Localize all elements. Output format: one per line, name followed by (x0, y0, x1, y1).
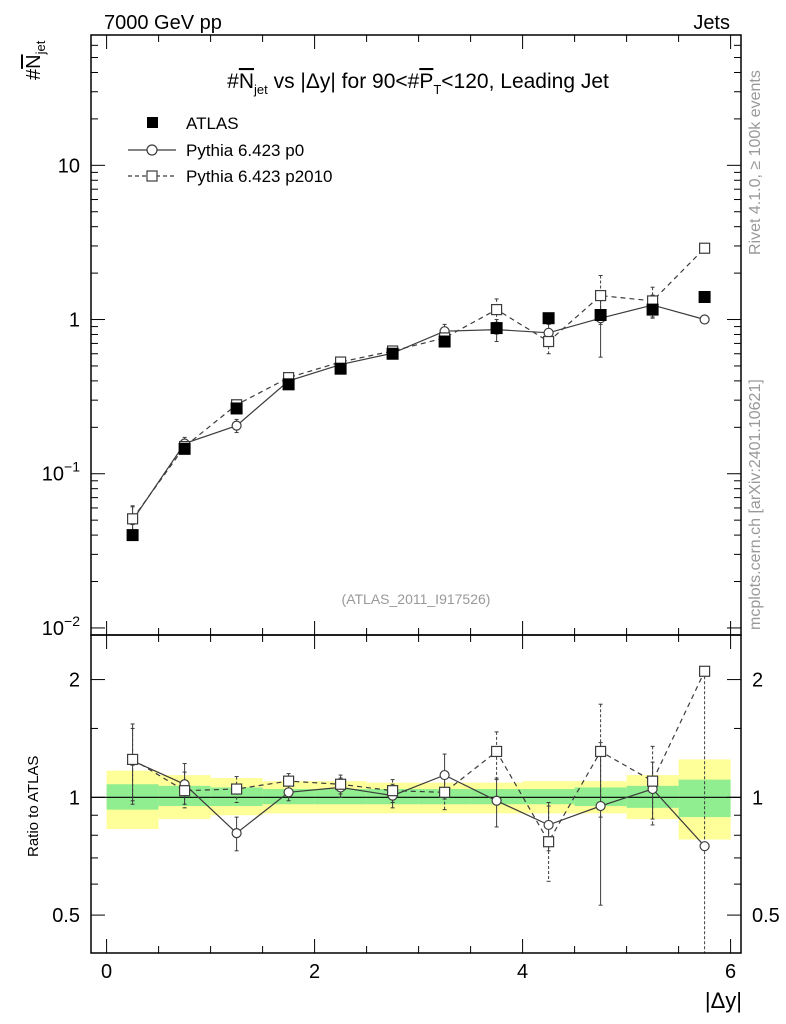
svg-text:#Njet: #Njet (23, 40, 48, 80)
atlas-point (126, 529, 139, 542)
ratio-ytick-label-left: 2 (69, 670, 80, 692)
ratio-p0-point (491, 795, 502, 806)
ratio-xtick-label: 0 (101, 961, 112, 983)
rivet-label: Rivet 4.1.0, ≥ 100k events (747, 70, 764, 255)
ratio-p2010-point (283, 775, 295, 787)
atlas-point (386, 347, 399, 360)
ratio-bands (91, 759, 741, 840)
p2010-line (132, 247, 706, 520)
ratio-p2010-line (132, 671, 706, 843)
main-ytick-labels: 10 1 10−1 10−2 (42, 155, 80, 640)
atlas-point (438, 335, 451, 348)
ratio-series (126, 665, 711, 953)
p2010-point (698, 242, 711, 254)
svg-text:Rivet 4.1.0, ≥ 100k events: Rivet 4.1.0, ≥ 100k events (747, 70, 764, 255)
ratio-p2010-point (646, 775, 659, 787)
main-ylabel: #Njet (23, 40, 48, 80)
mcplots-label: mcplots.cern.ch [arXiv:2401.10621] (747, 379, 764, 630)
atlas-point (334, 362, 347, 375)
ratio-p2010-point (126, 753, 139, 766)
ratio-ytick-label-right: 1 (752, 787, 763, 809)
ratio-xtick-label: 2 (309, 961, 320, 983)
ratio-p2010-point (179, 785, 191, 797)
legend-atlas-label: ATLAS (186, 114, 239, 133)
atlas-point (646, 303, 659, 316)
p2010-point (491, 303, 503, 316)
atlas-point (178, 442, 191, 455)
main-ytick-label: 10−2 (42, 613, 80, 640)
ratio-p0-point (283, 787, 294, 798)
main-panel: 10 1 10−1 10−2 #Njet vs |Δy| for 90<#PT<120… (42, 34, 742, 640)
legend: ATLAS Pythia 6.423 p0 Pythia 6.423 p2010 (128, 114, 333, 186)
legend-p0-marker (146, 144, 158, 156)
ratio-p2010-point (491, 745, 503, 758)
legend-p2010-marker (146, 170, 158, 182)
p2010-point (542, 335, 555, 348)
ratio-p2010-point (231, 783, 243, 795)
ratio-ytick-label-right: 2 (752, 670, 763, 692)
main-title: #Njet vs |Δy| for 90<#PT<120, Leading Je… (227, 70, 609, 97)
atlas-point (230, 402, 243, 415)
ratio-frame (90, 634, 742, 954)
legend-p0-label: Pythia 6.423 p0 (186, 141, 304, 160)
p2010-point (594, 289, 607, 302)
ratio-panel: 2 2 1 1 0.5 0.5 0 2 4 6 Ratio to ATLAS |Δy| (25, 634, 780, 1013)
main-ytick-label: 10−1 (42, 459, 80, 486)
ratio-p0-point (439, 769, 450, 781)
ratio-p0-point (595, 800, 606, 812)
svg-text:mcplots.cern.ch [arXiv:2401.10: mcplots.cern.ch [arXiv:2401.10621] (747, 379, 764, 630)
ratio-p2010-point (439, 786, 451, 798)
ratio-ytick-label-left: 1 (69, 787, 80, 809)
main-series (126, 242, 711, 542)
ratio-xtick-labels: 0 2 4 6 (101, 961, 736, 983)
svg-text:Ratio to ATLAS: Ratio to ATLAS (25, 756, 42, 857)
legend-atlas-marker (147, 117, 158, 128)
header-right: Jets (693, 12, 730, 34)
p0-point (231, 420, 242, 431)
atlas-point (542, 312, 555, 325)
analysis-watermark: (ATLAS_2011_I917526) (342, 591, 491, 607)
p0-line (132, 304, 705, 521)
legend-p2010-label: Pythia 6.423 p2010 (186, 167, 333, 186)
ratio-p2010-point (335, 778, 347, 790)
atlas-point (698, 290, 711, 303)
p0-point (699, 314, 710, 325)
ratio-p2010-point (387, 785, 399, 797)
header-left: 7000 GeV pp (104, 12, 222, 34)
ratio-ytick-label-left: 0.5 (52, 905, 80, 927)
p2010-point (126, 513, 139, 525)
ratio-p0-point (699, 841, 710, 852)
ratio-ticks (91, 635, 741, 953)
ratio-xlabel: |Δy| (705, 988, 742, 1013)
atlas-point (594, 308, 607, 321)
uncertainty-band-inner (522, 789, 575, 805)
ratio-xtick-label: 6 (725, 961, 736, 983)
atlas-point (282, 378, 295, 391)
ratio-ytick-label-right: 0.5 (752, 905, 780, 927)
main-ticks (91, 34, 741, 635)
ratio-p0-point (543, 819, 554, 831)
main-ytick-label: 10 (58, 155, 80, 177)
ratio-p2010-point (594, 745, 607, 758)
ratio-xtick-label: 4 (517, 961, 528, 983)
ratio-ytick-labels: 2 2 1 1 0.5 0.5 (52, 670, 780, 928)
ratio-p0-point (231, 828, 242, 839)
ratio-p0-line (132, 760, 706, 847)
main-ytick-label: 1 (69, 310, 80, 332)
ratio-ylabel: Ratio to ATLAS (25, 756, 42, 857)
atlas-point (490, 322, 503, 335)
ratio-p2010-point (542, 836, 555, 848)
ratio-p2010-point (698, 665, 711, 677)
